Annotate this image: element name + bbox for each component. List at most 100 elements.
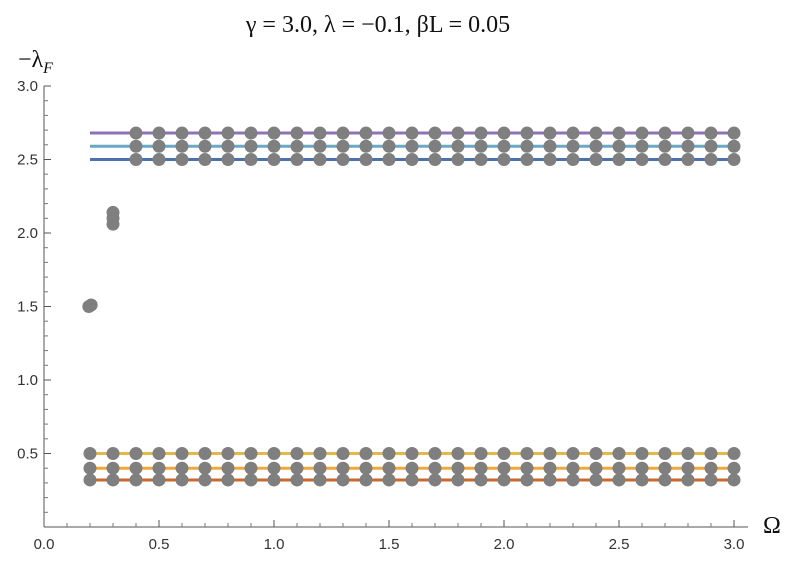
data-point <box>543 447 557 460</box>
data-point <box>382 447 396 460</box>
data-point <box>589 447 603 460</box>
y-tick-label: 2.0 <box>17 225 38 242</box>
data-point <box>106 205 120 219</box>
data-point <box>635 447 649 460</box>
data-point <box>221 447 235 460</box>
data-point <box>520 447 534 460</box>
data-point <box>727 139 741 153</box>
data-point <box>681 447 695 460</box>
data-point <box>313 139 327 153</box>
data-point <box>474 139 488 153</box>
data-point <box>221 139 235 153</box>
data-point <box>382 473 396 487</box>
data-point <box>175 473 189 487</box>
data-point <box>474 447 488 460</box>
data-point <box>175 126 189 140</box>
data-point <box>451 447 465 460</box>
data-point <box>497 447 511 460</box>
data-point <box>428 153 442 166</box>
data-point <box>336 126 350 140</box>
data-point <box>152 461 166 475</box>
data-point <box>612 447 626 460</box>
data-point <box>83 447 97 460</box>
data-point <box>612 473 626 487</box>
y-tick-label: 1.5 <box>17 299 38 316</box>
data-point <box>543 153 557 166</box>
data-point <box>359 139 373 153</box>
data-point <box>267 139 281 153</box>
data-point <box>451 139 465 153</box>
data-point <box>520 126 534 140</box>
data-point <box>198 139 212 153</box>
y-tick-label: 0.5 <box>17 446 38 463</box>
data-point <box>543 126 557 140</box>
data-point <box>566 139 580 153</box>
data-point <box>152 473 166 487</box>
data-point <box>405 126 419 140</box>
y-axis-label-main: −λ <box>18 47 44 73</box>
data-point <box>681 461 695 475</box>
data-point <box>152 126 166 140</box>
data-point <box>474 461 488 475</box>
data-point <box>520 473 534 487</box>
data-point <box>244 139 258 153</box>
data-point <box>267 473 281 487</box>
data-point <box>313 447 327 460</box>
data-point <box>612 139 626 153</box>
data-point <box>336 447 350 460</box>
data-point <box>704 153 718 166</box>
data-point <box>405 139 419 153</box>
x-tick-label: 3.0 <box>724 536 745 553</box>
data-point <box>589 126 603 140</box>
data-point <box>382 461 396 475</box>
axes <box>43 85 748 528</box>
data-point <box>451 126 465 140</box>
data-point <box>727 473 741 487</box>
y-tick-label: 3.0 <box>17 78 38 95</box>
data-point <box>106 473 120 487</box>
data-point <box>244 447 258 460</box>
data-point <box>129 447 143 460</box>
y-axis-label: −λF <box>18 47 53 77</box>
data-point <box>658 126 672 140</box>
data-point <box>359 461 373 475</box>
data-point <box>635 153 649 166</box>
y-tick-label: 1.0 <box>17 372 38 389</box>
data-point <box>497 153 511 166</box>
data-point <box>681 126 695 140</box>
data-point <box>221 473 235 487</box>
data-point <box>451 153 465 166</box>
data-point <box>612 126 626 140</box>
data-point <box>83 461 97 475</box>
data-point <box>497 461 511 475</box>
data-point <box>635 126 649 140</box>
data-point <box>658 473 672 487</box>
y-tick-label: 2.5 <box>17 152 38 169</box>
data-point <box>175 447 189 460</box>
x-tick-label: 1.5 <box>379 536 400 553</box>
data-point <box>382 153 396 166</box>
data-point <box>405 153 419 166</box>
data-point <box>175 461 189 475</box>
data-point <box>589 153 603 166</box>
data-point <box>359 447 373 460</box>
data-point <box>175 153 189 166</box>
y-axis-label-sub: F <box>42 60 53 77</box>
tick-labels: 0.0 0.5 1.0 1.5 2.0 2.5 3.0 0.5 1.0 1.5 2.0 2.5 3.0 <box>17 78 744 553</box>
data-point <box>359 153 373 166</box>
data-point <box>543 139 557 153</box>
data-point <box>290 447 304 460</box>
x-tick-label: 0.5 <box>149 536 170 553</box>
data-point <box>727 153 741 166</box>
data-point <box>704 461 718 475</box>
data-point <box>428 447 442 460</box>
data-point <box>267 153 281 166</box>
data-point <box>635 473 649 487</box>
data-point <box>313 461 327 475</box>
x-tick-label: 1.0 <box>264 536 285 553</box>
data-point <box>244 461 258 475</box>
data-point <box>704 139 718 153</box>
data-point <box>336 153 350 166</box>
data-point <box>267 447 281 460</box>
data-point <box>106 447 120 460</box>
